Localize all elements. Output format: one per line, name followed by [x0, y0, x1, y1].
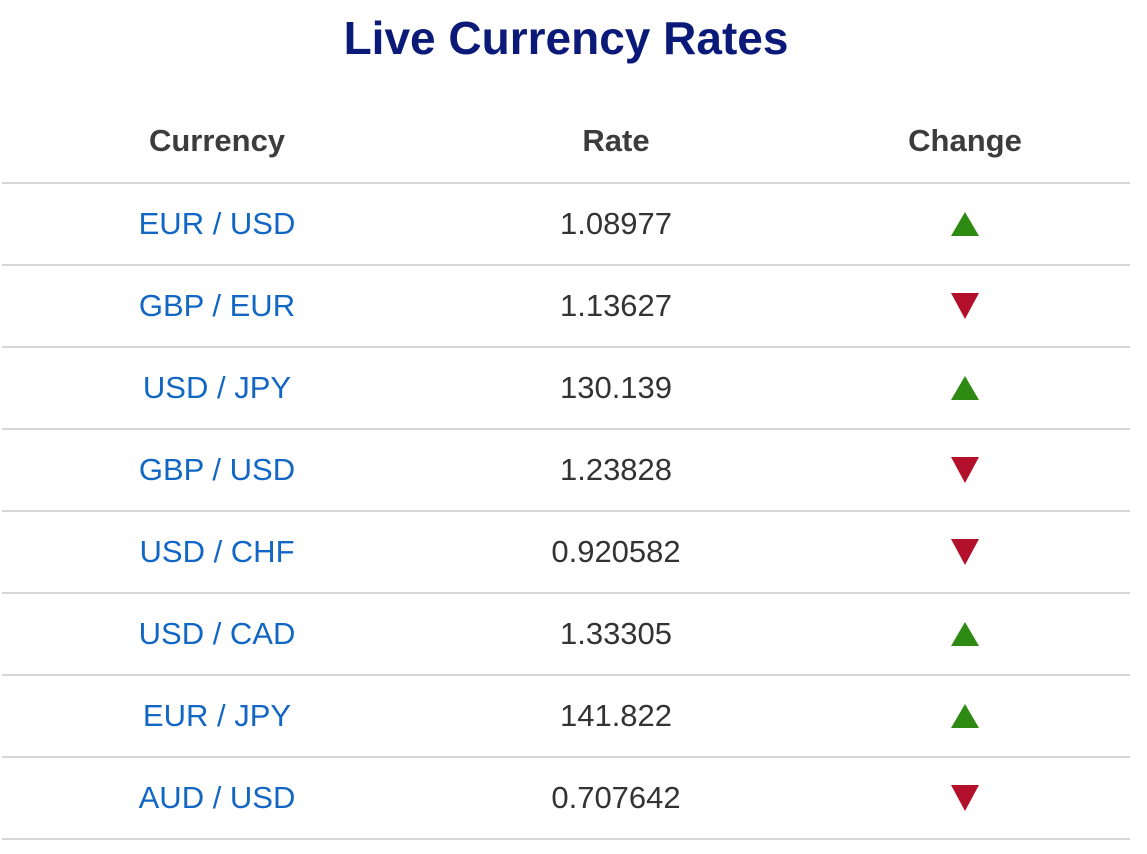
currency-pair-link[interactable]: GBP / EUR [138, 288, 296, 323]
column-header-currency: Currency [148, 123, 286, 158]
rate-value: 0.920582 [551, 534, 681, 569]
table-row: EUR / JPY 141.822 [2, 676, 1130, 758]
rate-value: 1.08977 [559, 206, 673, 241]
table-header-row: Currency Rate Change [2, 100, 1130, 184]
table-row: GBP / EUR 1.13627 [2, 266, 1130, 348]
table-row: EUR / USD 1.08977 [2, 184, 1130, 266]
arrow-down-icon [951, 785, 979, 811]
currency-pair-link[interactable]: GBP / USD [138, 452, 296, 487]
currency-pair-link[interactable]: AUD / USD [138, 780, 296, 815]
arrow-down-icon [951, 293, 979, 319]
arrow-up-icon [951, 376, 979, 400]
currency-pair-link[interactable]: USD / JPY [142, 370, 292, 405]
column-header-change: Change [908, 123, 1022, 158]
currency-rates-table: Currency Rate Change EUR / USD 1.08977 G… [2, 100, 1130, 840]
arrow-up-icon [951, 212, 979, 236]
arrow-down-icon [951, 457, 979, 483]
arrow-up-icon [951, 622, 979, 646]
rate-value: 1.13627 [559, 288, 673, 323]
currency-pair-link[interactable]: EUR / JPY [142, 698, 292, 733]
rate-value: 1.33305 [559, 616, 673, 651]
currency-pair-link[interactable]: EUR / USD [138, 206, 296, 241]
table-row: USD / CAD 1.33305 [2, 594, 1130, 676]
currency-pair-link[interactable]: USD / CHF [139, 534, 295, 569]
rate-value: 130.139 [559, 370, 673, 405]
currency-pair-link[interactable]: USD / CAD [138, 616, 296, 651]
column-header-rate: Rate [582, 123, 650, 158]
table-row: USD / CHF 0.920582 [2, 512, 1130, 594]
rate-value: 0.707642 [551, 780, 681, 815]
table-row: USD / JPY 130.139 [2, 348, 1130, 430]
page-title: Live Currency Rates [343, 12, 789, 64]
table-row: GBP / USD 1.23828 [2, 430, 1130, 512]
rate-value: 141.822 [559, 698, 673, 733]
arrow-down-icon [951, 539, 979, 565]
arrow-up-icon [951, 704, 979, 728]
table-row: AUD / USD 0.707642 [2, 758, 1130, 840]
rate-value: 1.23828 [559, 452, 673, 487]
